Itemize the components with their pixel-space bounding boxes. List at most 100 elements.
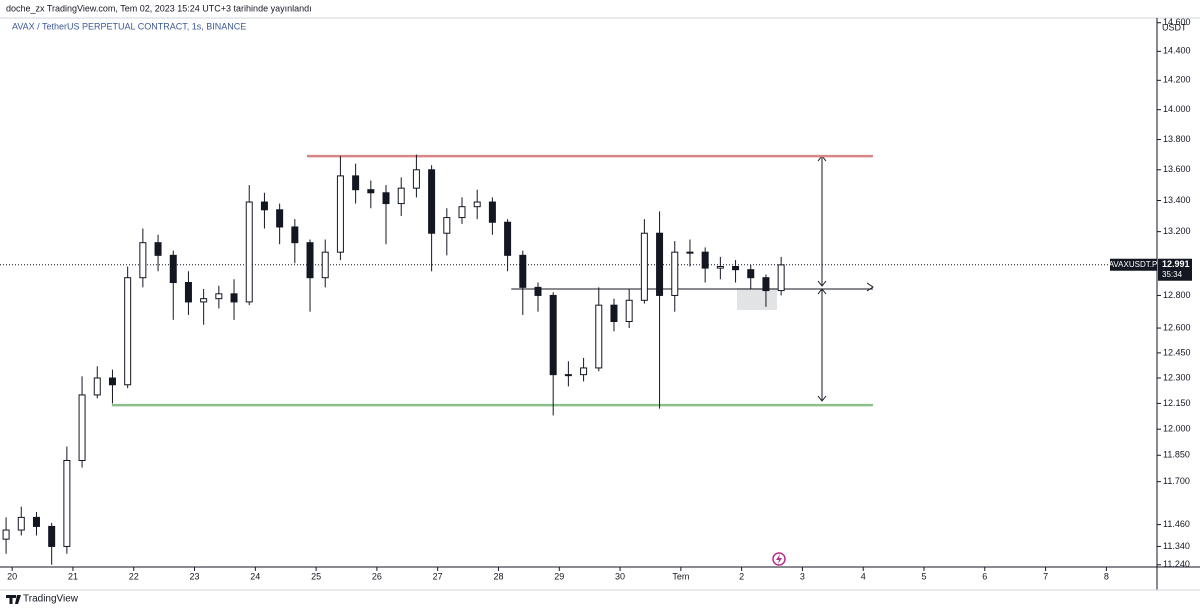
candle-body [2, 529, 10, 540]
symbol-tag [1110, 258, 1157, 271]
candle-body [352, 175, 360, 191]
y-tick-label: 13.800 [1163, 134, 1191, 144]
candle-body [48, 525, 56, 547]
y-tick-label: 11.240 [1163, 559, 1190, 569]
countdown: 35:34 [1162, 270, 1183, 279]
x-tick-label: 26 [372, 571, 382, 581]
x-tick-label: 20 [7, 571, 17, 581]
arrow-head [866, 282, 874, 292]
y-tick-label: 13.400 [1163, 195, 1191, 205]
candle-body [230, 293, 238, 303]
x-tick-label: 24 [250, 571, 260, 581]
y-tick-label: 12.450 [1163, 347, 1191, 357]
y-tick-label: 14.000 [1163, 104, 1191, 114]
candle-body [336, 175, 344, 253]
y-tick-label: 12.000 [1163, 424, 1191, 434]
last-price-tag [1158, 258, 1192, 281]
candle-body [306, 242, 314, 279]
candle-body [564, 374, 572, 377]
y-tick-label: 11.850 [1163, 450, 1190, 460]
y-tick-label: 14.600 [1163, 17, 1191, 27]
candle-body [291, 226, 299, 244]
candle-body [443, 217, 451, 234]
candle-body [139, 242, 147, 279]
y-tick-label: 12.300 [1163, 372, 1191, 382]
symbol-tag-text: AVAXUSDT.P [1109, 260, 1158, 269]
y-tick-label: 14.400 [1163, 46, 1191, 56]
x-tick-label: 4 [861, 571, 866, 581]
x-tick-label: Tem [672, 571, 689, 581]
candle-body [671, 251, 679, 296]
candle-body [17, 516, 25, 531]
candle-body [321, 251, 329, 279]
candle-body [93, 377, 101, 396]
candle-body [382, 192, 390, 205]
candle-body [656, 232, 664, 296]
candle-body [610, 304, 618, 322]
y-tick-label: 13.200 [1163, 226, 1191, 236]
last-price-label: 12.991 [1162, 259, 1190, 269]
candle-body [519, 254, 527, 288]
y-tick-label: 13.600 [1163, 164, 1191, 174]
x-tick-label: 21 [68, 571, 78, 581]
candle-body [488, 201, 496, 223]
candle-body [747, 269, 755, 279]
candle-body [716, 265, 724, 269]
candle-body [701, 251, 709, 269]
candle-body [245, 201, 253, 303]
publisher: doche_zx TradingView.com, Tem 02, 2023 1… [6, 3, 312, 13]
candle-body [215, 293, 223, 300]
x-tick-label: 23 [190, 571, 200, 581]
x-tick-label: 7 [1043, 571, 1048, 581]
candle-body [777, 264, 785, 292]
y-tick-label: 12.150 [1163, 398, 1191, 408]
candle-body [124, 277, 132, 386]
candle-body [184, 282, 192, 303]
x-tick-label: 2 [739, 571, 744, 581]
candle-body [32, 516, 40, 527]
candle-body [169, 254, 177, 284]
candle-body [412, 169, 420, 189]
symbol-title: AVAX / TetherUS PERPETUAL CONTRACT, 1s, … [12, 21, 246, 31]
y-tick-label: 11.340 [1163, 541, 1190, 551]
candle-body [504, 221, 512, 256]
x-tick-label: 22 [129, 571, 139, 581]
candle-body [534, 286, 542, 296]
x-tick-label: 6 [982, 571, 987, 581]
candle-body [367, 189, 375, 194]
candle-body [640, 232, 648, 301]
brand-logo [6, 595, 21, 604]
x-tick-label: 30 [615, 571, 625, 581]
candle-body [595, 304, 603, 369]
y-tick-label: 11.700 [1163, 476, 1190, 486]
candle-body [458, 206, 466, 219]
candle-body [686, 251, 694, 254]
highlight-box [737, 288, 777, 310]
x-tick-label: 28 [493, 571, 503, 581]
candle-body [549, 294, 557, 376]
candle-body [63, 460, 71, 547]
candle-body [732, 265, 740, 271]
brand: TradingView [23, 594, 79, 605]
y-tick-label: 14.200 [1163, 75, 1191, 85]
candle-body [397, 187, 405, 205]
price-unit: USDT [1162, 22, 1187, 32]
y-tick-label: 12.600 [1163, 322, 1191, 332]
x-tick-label: 8 [1104, 571, 1109, 581]
alert-bolt [776, 554, 782, 564]
alert-icon[interactable] [772, 552, 786, 566]
candle-body [78, 394, 86, 462]
y-tick-label: 12.800 [1163, 290, 1191, 300]
y-tick-label: 11.460 [1163, 519, 1190, 529]
candle-body [762, 277, 770, 292]
candle-body [473, 201, 481, 208]
candle-body [108, 377, 116, 386]
x-tick-label: 3 [800, 571, 805, 581]
candle-body [625, 299, 633, 322]
candle-body [580, 367, 588, 376]
candle-body [260, 201, 268, 211]
candle-body [428, 169, 436, 234]
candle-body [276, 209, 284, 228]
